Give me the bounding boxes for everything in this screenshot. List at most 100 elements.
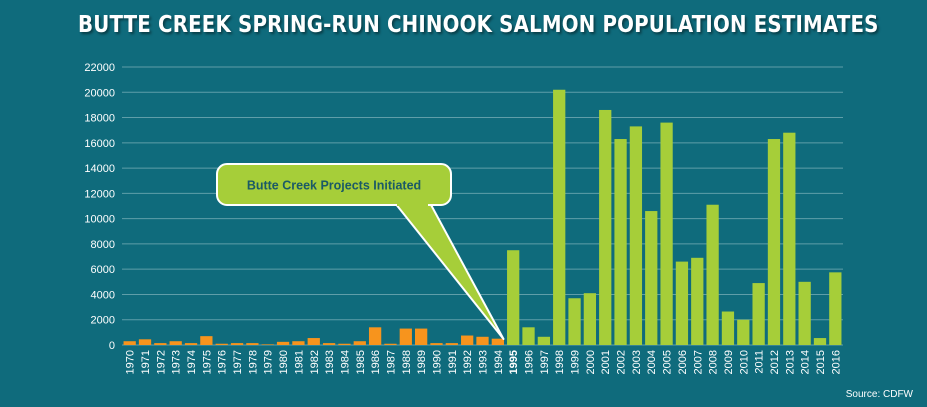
x-tick-label: 2000 (585, 350, 597, 374)
bar-2011 (752, 283, 765, 345)
x-tick-label: 2004 (646, 350, 658, 374)
bar-2006 (675, 261, 689, 345)
bar-1996 (522, 327, 535, 345)
y-tick-label: 2000 (91, 315, 115, 327)
bar-2002 (614, 139, 627, 345)
x-axis-ticks: 1970 1971 1972 1973 1974 1975 1976 1977 1978 1979… (125, 350, 843, 374)
x-tick-label: 1996 (524, 350, 536, 374)
x-tick-label: 1983 (324, 350, 336, 374)
bar-1987 (384, 343, 397, 345)
bar-1978 (246, 343, 259, 345)
x-tick-label: 1971 (140, 350, 152, 374)
bar-1997 (537, 336, 550, 345)
bar-1975 (200, 336, 213, 345)
bar-1994 (491, 338, 504, 345)
bar-1998 (553, 89, 566, 345)
y-tick-label: 0 (109, 340, 115, 352)
annotation-callout: Butte Creek Projects Initiated (216, 163, 505, 340)
x-tick-label: 1992 (462, 350, 474, 374)
x-tick-label: 1984 (339, 350, 351, 374)
x-tick-label: 1986 (370, 350, 382, 374)
x-tick-label: 1974 (186, 350, 198, 374)
x-tick-label: 1980 (278, 350, 290, 374)
x-tick-label: 1993 (478, 350, 490, 374)
bar-2009 (721, 311, 735, 345)
x-tick-label: 2003 (631, 350, 643, 374)
x-tick-label: 1976 (217, 350, 229, 374)
x-tick-label: 2008 (708, 350, 720, 374)
bar-1992 (461, 335, 474, 345)
bar-1983 (322, 343, 336, 345)
x-tick-label: 1982 (309, 350, 321, 374)
bar-1981 (292, 341, 305, 345)
bar-2005 (660, 122, 673, 345)
bar-1985 (353, 341, 366, 345)
bar-1999 (568, 298, 581, 345)
bar-1974 (184, 343, 198, 345)
chart-title: BUTTE CREEK SPRING-RUN CHINOOK SALMON PO… (78, 12, 879, 38)
annotation-text: Butte Creek Projects Initiated (247, 179, 421, 193)
x-tick-label: 1975 (201, 350, 213, 374)
bar-1972 (154, 343, 167, 345)
bar-2014 (798, 281, 811, 345)
x-tick-label: 1998 (554, 350, 566, 374)
bar-1984 (338, 343, 351, 345)
bar-1991 (445, 343, 458, 345)
y-tick-label: 10000 (84, 214, 115, 226)
x-tick-label: 2007 (692, 350, 704, 374)
x-tick-label: 1978 (247, 350, 259, 374)
bar-2003 (629, 126, 643, 346)
y-tick-label: 6000 (91, 264, 115, 276)
bar-1988 (399, 328, 412, 345)
y-axis-ticks: 0 2000 4000 6000 8000 10000 12000 14000 16000 180… (84, 62, 115, 352)
x-tick-label: 2002 (616, 350, 628, 374)
source-note: Source: CDFW (845, 389, 913, 400)
annotation-box (216, 163, 452, 206)
x-tick-label: 1973 (171, 350, 183, 374)
bar-2004 (645, 211, 658, 345)
x-tick-label: 1995 (508, 350, 520, 374)
bar-2013 (783, 132, 796, 345)
y-tick-label: 20000 (84, 87, 115, 99)
x-tick-label: 1972 (155, 350, 167, 374)
bar-1982 (307, 338, 320, 345)
y-tick-label: 4000 (91, 289, 115, 301)
x-tick-label: 2009 (723, 350, 735, 374)
x-tick-label: 1994 (493, 350, 505, 374)
y-tick-label: 22000 (84, 62, 115, 74)
x-tick-label: 1970 (125, 350, 137, 374)
x-tick-label: 1988 (401, 350, 413, 374)
y-tick-label: 8000 (91, 239, 115, 251)
x-tick-label: 2014 (800, 350, 812, 374)
bar-2000 (583, 293, 597, 345)
x-tick-label: 1991 (447, 350, 459, 374)
x-tick-label: 2015 (815, 350, 827, 374)
bars (123, 89, 842, 346)
bar-1995 (507, 250, 520, 345)
x-tick-label: 2001 (600, 350, 612, 374)
x-tick-label: 1987 (385, 350, 397, 374)
x-tick-label: 1985 (355, 350, 367, 374)
bar-2008 (706, 204, 719, 345)
bar-1976 (215, 343, 228, 345)
bar-1989 (415, 328, 428, 345)
bar-2015 (813, 338, 827, 345)
bar-2007 (691, 257, 704, 345)
bar-1980 (276, 341, 290, 345)
bar-1970 (123, 341, 136, 345)
x-tick-label: 2012 (769, 350, 781, 374)
x-tick-label: 1997 (539, 350, 551, 374)
x-tick-label: 1989 (416, 350, 428, 374)
bar-1990 (430, 343, 443, 345)
y-tick-label: 12000 (84, 188, 115, 200)
y-tick-label: 14000 (84, 163, 115, 175)
x-tick-label: 1977 (232, 350, 244, 374)
x-tick-label: 2005 (662, 350, 674, 374)
x-tick-label: 2013 (784, 350, 796, 374)
x-tick-label: 1999 (570, 350, 582, 374)
bar-1993 (476, 336, 489, 345)
x-tick-label: 1979 (263, 350, 275, 374)
annotation-pointer (394, 202, 505, 340)
x-tick-label: 2006 (677, 350, 689, 374)
